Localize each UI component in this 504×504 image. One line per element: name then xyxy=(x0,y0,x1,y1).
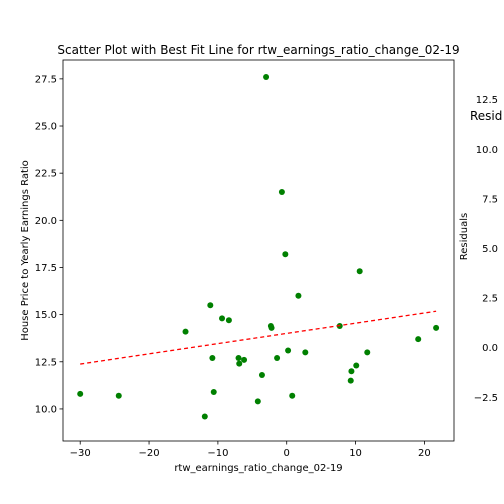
data-point xyxy=(285,347,292,354)
y-tick-label: 12.5 xyxy=(35,357,57,368)
data-point xyxy=(347,377,354,384)
data-point xyxy=(235,355,242,362)
residuals-chart-title: Resid xyxy=(470,109,502,123)
data-point xyxy=(415,336,422,343)
main-y-ticks: 10.0 12.5 15.0 17.5 20.0 22.5 25.0 27.5 xyxy=(35,74,63,415)
data-point xyxy=(225,317,232,324)
y-tick-label: 25.0 xyxy=(35,122,57,133)
main-x-ticks: −30 −20 −10 0 10 20 xyxy=(70,441,431,459)
main-scatter-plot: Scatter Plot with Best Fit Line for rtw_… xyxy=(20,43,460,474)
data-point xyxy=(209,355,216,362)
x-tick-label: −20 xyxy=(138,448,159,459)
data-point xyxy=(356,268,363,275)
residuals-y-tick-label: 12.5 xyxy=(476,95,498,106)
main-data-points xyxy=(77,73,440,420)
data-point xyxy=(295,292,302,299)
best-fit-line xyxy=(80,310,437,365)
residuals-y-tick-label: −2.5 xyxy=(474,393,498,404)
data-point xyxy=(364,349,371,356)
main-chart-title: Scatter Plot with Best Fit Line for rtw_… xyxy=(57,43,459,57)
residuals-plot: Resid −2.5 0.0 2.5 5.0 7.5 10.0 12.5 Residuals xyxy=(459,95,502,404)
data-point xyxy=(274,355,281,362)
data-point xyxy=(182,328,189,335)
data-point xyxy=(302,349,309,356)
y-tick-label: 27.5 xyxy=(35,74,57,85)
residuals-y-tick-label: 7.5 xyxy=(482,194,498,205)
y-tick-label: 10.0 xyxy=(35,404,57,415)
main-y-axis-label: House Price to Yearly Earnings Ratio xyxy=(20,160,31,341)
data-point xyxy=(348,368,355,375)
y-tick-label: 15.0 xyxy=(35,310,57,321)
x-tick-label: −30 xyxy=(70,448,91,459)
main-x-axis-label: rtw_earnings_ratio_change_02-19 xyxy=(174,463,342,474)
residuals-y-tick-label: 0.0 xyxy=(482,343,498,354)
data-point xyxy=(115,392,122,399)
data-point xyxy=(263,73,270,80)
residuals-y-ticks: −2.5 0.0 2.5 5.0 7.5 10.0 12.5 xyxy=(474,95,498,404)
data-point xyxy=(278,189,285,196)
data-point xyxy=(207,302,214,309)
data-point xyxy=(201,413,208,420)
data-point xyxy=(268,324,275,331)
x-tick-label: 0 xyxy=(284,448,290,459)
data-point xyxy=(433,324,440,331)
data-point xyxy=(353,362,360,369)
y-tick-label: 20.0 xyxy=(35,216,57,227)
y-tick-label: 22.5 xyxy=(35,169,57,180)
residuals-y-axis-label: Residuals xyxy=(459,213,470,260)
x-tick-label: 20 xyxy=(418,448,431,459)
residuals-y-tick-label: 5.0 xyxy=(482,244,498,255)
data-point xyxy=(282,251,289,258)
data-point xyxy=(258,371,265,378)
data-point xyxy=(219,315,226,322)
main-plot-frame xyxy=(62,59,455,442)
y-tick-label: 17.5 xyxy=(35,263,57,274)
data-point xyxy=(241,356,248,363)
x-tick-label: −10 xyxy=(207,448,228,459)
data-point xyxy=(236,360,243,367)
data-point xyxy=(77,390,84,397)
data-point xyxy=(289,392,296,399)
data-point xyxy=(210,388,217,395)
x-tick-label: 10 xyxy=(349,448,362,459)
residuals-y-tick-label: 10.0 xyxy=(476,145,498,156)
residuals-y-tick-label: 2.5 xyxy=(482,294,498,305)
data-point xyxy=(254,398,261,405)
